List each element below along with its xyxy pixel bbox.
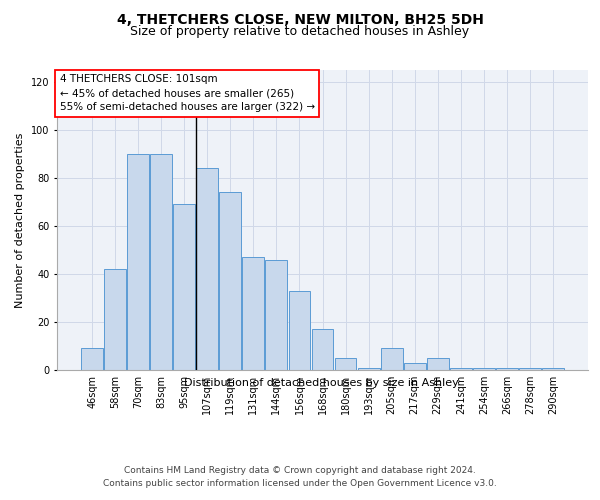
Text: Distribution of detached houses by size in Ashley: Distribution of detached houses by size … bbox=[184, 378, 458, 388]
Y-axis label: Number of detached properties: Number of detached properties bbox=[16, 132, 25, 308]
Bar bbox=[242, 257, 265, 370]
Text: Contains HM Land Registry data © Crown copyright and database right 2024.
Contai: Contains HM Land Registry data © Crown c… bbox=[103, 466, 497, 487]
Bar bbox=[450, 368, 472, 370]
Bar bbox=[173, 204, 195, 370]
Bar bbox=[81, 348, 103, 370]
Bar bbox=[265, 260, 287, 370]
Bar bbox=[196, 168, 218, 370]
Text: 4, THETCHERS CLOSE, NEW MILTON, BH25 5DH: 4, THETCHERS CLOSE, NEW MILTON, BH25 5DH bbox=[116, 12, 484, 26]
Bar bbox=[380, 348, 403, 370]
Bar bbox=[335, 358, 356, 370]
Bar bbox=[289, 291, 310, 370]
Bar bbox=[427, 358, 449, 370]
Bar bbox=[358, 368, 380, 370]
Bar bbox=[496, 368, 518, 370]
Bar bbox=[127, 154, 149, 370]
Bar bbox=[404, 363, 425, 370]
Bar bbox=[542, 368, 564, 370]
Bar bbox=[220, 192, 241, 370]
Bar bbox=[473, 368, 495, 370]
Bar bbox=[311, 329, 334, 370]
Text: Size of property relative to detached houses in Ashley: Size of property relative to detached ho… bbox=[130, 25, 470, 38]
Bar bbox=[519, 368, 541, 370]
Bar bbox=[104, 269, 126, 370]
Bar bbox=[150, 154, 172, 370]
Text: 4 THETCHERS CLOSE: 101sqm
← 45% of detached houses are smaller (265)
55% of semi: 4 THETCHERS CLOSE: 101sqm ← 45% of detac… bbox=[59, 74, 315, 112]
